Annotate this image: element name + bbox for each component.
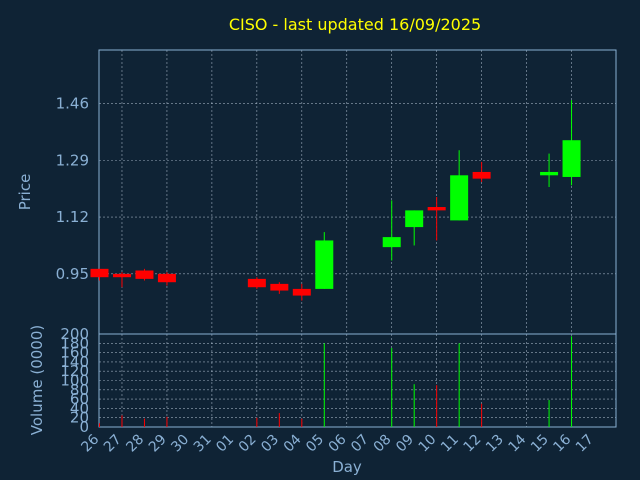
x-tick-label: 01 — [213, 432, 237, 456]
volume-tick-label: 80 — [70, 381, 89, 399]
candle — [112, 272, 131, 288]
volume-tick-label: 180 — [60, 334, 89, 352]
x-tick-label: 11 — [438, 432, 462, 456]
candle-body — [405, 210, 424, 228]
chart-title: CISO - last updated 16/09/2025 — [229, 15, 481, 34]
x-tick-label: 04 — [281, 431, 305, 455]
x-tick-label: 12 — [461, 432, 485, 456]
candle-body — [135, 270, 154, 279]
candle-body — [270, 283, 289, 291]
x-tick-label: 05 — [303, 432, 327, 456]
x-tick-label: 15 — [528, 432, 552, 456]
price-grid — [99, 50, 616, 334]
x-tick-label: 14 — [505, 431, 529, 455]
candle-body — [112, 273, 131, 278]
x-tick-label: 27 — [101, 432, 125, 456]
y-axis-label: Price — [16, 174, 34, 211]
candle — [540, 153, 559, 187]
x-tick-label: 09 — [393, 432, 417, 456]
price-tick-label: 1.46 — [56, 94, 89, 112]
volume-tick-label: 160 — [60, 344, 89, 362]
day-axis-ticks: 2627282930310102030405060708091011121314… — [78, 431, 596, 455]
volume-tick-label: 60 — [70, 390, 89, 408]
volume-tick-label: 40 — [70, 399, 89, 417]
candle — [292, 283, 311, 301]
candle — [427, 197, 446, 241]
price-tick-label: 1.29 — [56, 151, 89, 169]
volume-grid — [99, 334, 616, 427]
volume-tick-label: 140 — [60, 353, 89, 371]
x-tick-label: 29 — [146, 432, 170, 456]
candle — [90, 268, 109, 281]
candle-body — [157, 273, 176, 283]
x-tick-label: 07 — [348, 432, 372, 456]
candle — [247, 277, 266, 289]
volume-axis-label: Volume (0000) — [28, 325, 46, 435]
x-tick-label: 02 — [236, 432, 260, 456]
x-tick-label: 31 — [191, 432, 215, 456]
x-tick-label: 06 — [326, 431, 350, 455]
candle-body — [382, 237, 401, 248]
x-axis-label: Day — [332, 458, 362, 476]
candle-body — [540, 171, 559, 176]
candle-body — [562, 140, 581, 177]
candle — [315, 232, 334, 289]
candle-body — [292, 288, 311, 296]
candle — [450, 150, 469, 221]
x-tick-label: 08 — [371, 432, 395, 456]
volume-panel-frame — [98, 333, 617, 428]
candle — [382, 200, 401, 261]
candle-body — [90, 268, 109, 278]
volume-tick-label: 200 — [60, 325, 89, 343]
candle-body — [450, 175, 469, 221]
x-tick-label: 28 — [123, 432, 147, 456]
candle — [135, 268, 154, 281]
x-tick-label: 17 — [573, 432, 597, 456]
candle-body — [247, 278, 266, 288]
price-tick-label: 1.12 — [56, 208, 89, 226]
volume-tick-label: 20 — [70, 409, 89, 427]
price-axis-ticks: 0.95 1.12 1.29 1.46 — [56, 94, 89, 282]
x-tick-label: 03 — [258, 432, 282, 456]
price-panel-frame — [98, 49, 617, 335]
candle-body — [315, 240, 334, 289]
candle — [157, 272, 176, 286]
volume-bars — [99, 336, 573, 427]
candle — [270, 282, 289, 294]
price-tick-label: 0.95 — [56, 265, 89, 283]
x-tick-label: 30 — [168, 432, 192, 456]
x-tick-label: 13 — [483, 432, 507, 456]
candle-body — [472, 171, 491, 179]
candle — [562, 100, 581, 186]
candle — [405, 210, 424, 246]
candle — [472, 161, 491, 182]
x-tick-label: 16 — [550, 431, 574, 455]
candles — [90, 100, 581, 301]
x-tick-label: 10 — [416, 432, 440, 456]
volume-tick-label: 120 — [60, 362, 89, 380]
candle-body — [427, 207, 446, 211]
volume-tick-label: 0 — [79, 418, 89, 436]
volume-tick-label: 100 — [60, 372, 89, 390]
